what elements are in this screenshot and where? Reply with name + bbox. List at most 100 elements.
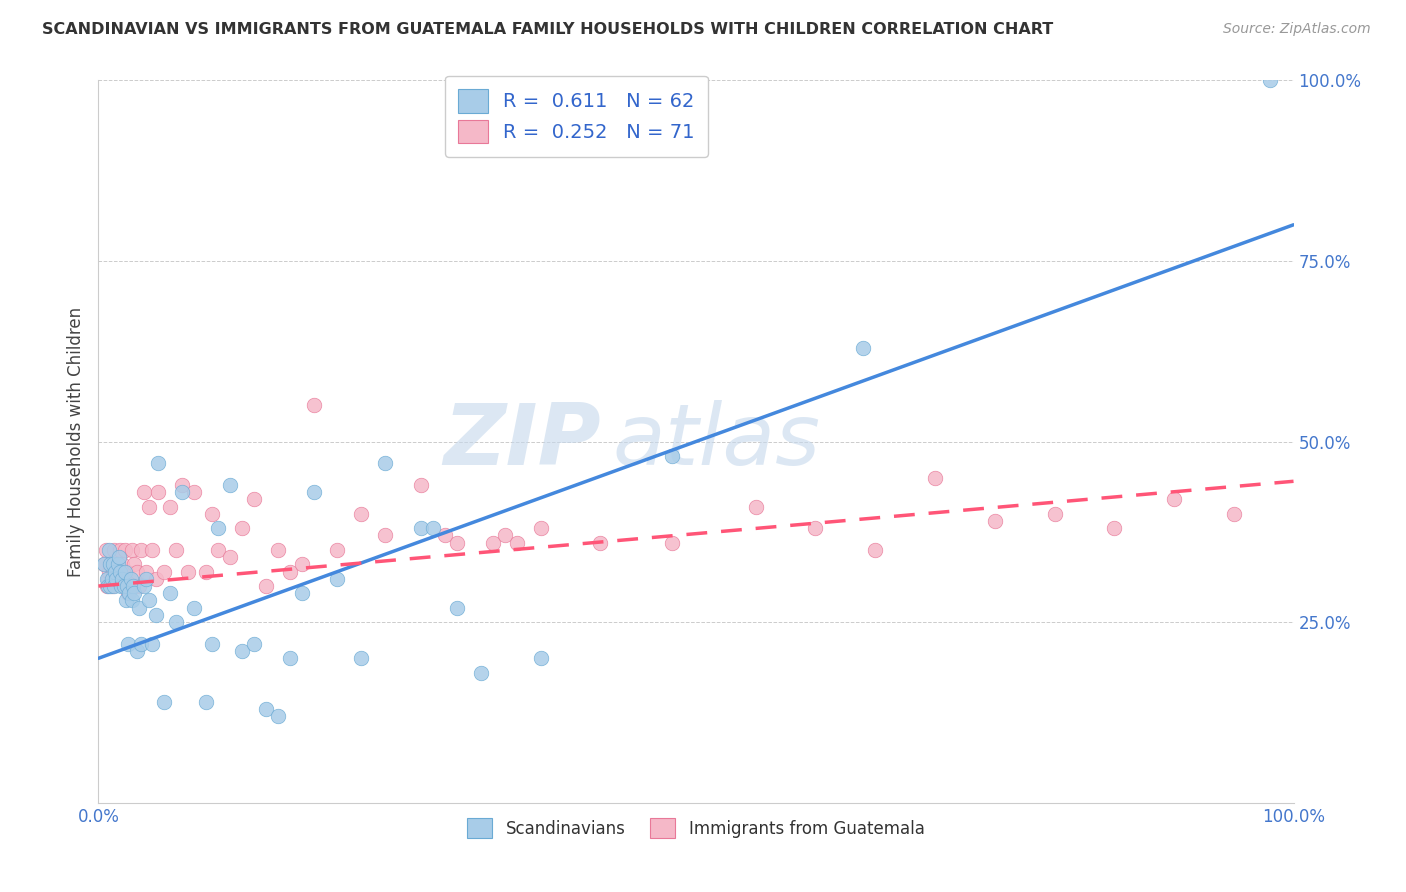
Point [326,572,349,586]
Point [865,542,887,557]
Point [105,558,128,572]
Text: SCANDINAVIAN VS IMMIGRANTS FROM GUATEMALA FAMILY HOUSEHOLDS WITH CHILDREN CORREL: SCANDINAVIAN VS IMMIGRANTS FROM GUATEMAL… [42,22,1053,37]
Point [125,565,148,579]
Point [326,542,349,557]
Point [108,565,131,579]
Point [93,558,115,572]
Point [506,535,529,549]
Point [219,478,242,492]
Point [145,572,167,586]
Point [243,492,266,507]
Point [207,542,229,557]
Point [141,637,163,651]
Point [97,572,120,586]
Point [115,593,138,607]
Point [530,521,553,535]
Point [291,558,314,572]
Point [104,572,127,586]
Point [254,579,277,593]
Point [852,341,875,355]
Point [145,607,167,622]
Point [148,456,170,470]
Point [177,565,200,579]
Point [93,558,115,572]
Point [446,535,468,549]
Point [1104,521,1126,535]
Point [115,579,138,593]
Point [243,637,266,651]
Point [104,565,127,579]
Point [114,542,136,557]
Point [302,485,325,500]
Point [231,521,253,535]
Point [350,651,373,665]
Point [96,579,118,593]
Point [745,500,768,514]
Point [117,637,139,651]
Point [172,478,194,492]
Point [254,702,277,716]
Point [107,550,129,565]
Point [115,579,138,593]
Point [94,542,117,557]
Point [112,579,135,593]
Point [153,565,176,579]
Point [165,615,187,630]
Point [107,550,129,565]
Text: atlas: atlas [613,400,820,483]
Point [278,565,301,579]
Point [481,535,505,549]
Point [115,565,138,579]
Point [98,542,121,557]
Point [804,521,827,535]
Point [661,535,683,549]
Point [120,572,142,586]
Point [138,500,160,514]
Point [107,558,129,572]
Point [98,579,122,593]
Point [1163,492,1185,507]
Point [159,586,181,600]
Point [121,542,143,557]
Point [411,478,433,492]
Point [132,485,155,500]
Point [207,521,229,535]
Text: Source: ZipAtlas.com: Source: ZipAtlas.com [1223,22,1371,37]
Point [121,593,143,607]
Point [103,579,125,593]
Point [111,558,134,572]
Point [183,600,205,615]
Point [114,565,136,579]
Point [125,644,148,658]
Point [924,470,946,484]
Point [100,579,122,593]
Point [231,644,253,658]
Point [201,507,224,521]
Point [422,521,444,535]
Y-axis label: Family Households with Children: Family Households with Children [66,307,84,576]
Text: ZIP: ZIP [443,400,600,483]
Point [267,709,290,723]
Point [122,579,145,593]
Point [530,651,553,665]
Point [589,535,612,549]
Point [135,565,157,579]
Point [159,500,181,514]
Point [100,572,122,586]
Point [141,542,163,557]
Point [98,558,122,572]
Point [374,528,396,542]
Point [98,565,121,579]
Point [291,586,314,600]
Point [131,542,153,557]
Legend: Scandinavians, Immigrants from Guatemala: Scandinavians, Immigrants from Guatemala [461,812,931,845]
Point [183,485,205,500]
Point [118,586,141,600]
Point [128,600,150,615]
Point [117,586,139,600]
Point [131,637,153,651]
Point [148,485,170,500]
Point [201,637,224,651]
Point [118,572,141,586]
Point [374,456,396,470]
